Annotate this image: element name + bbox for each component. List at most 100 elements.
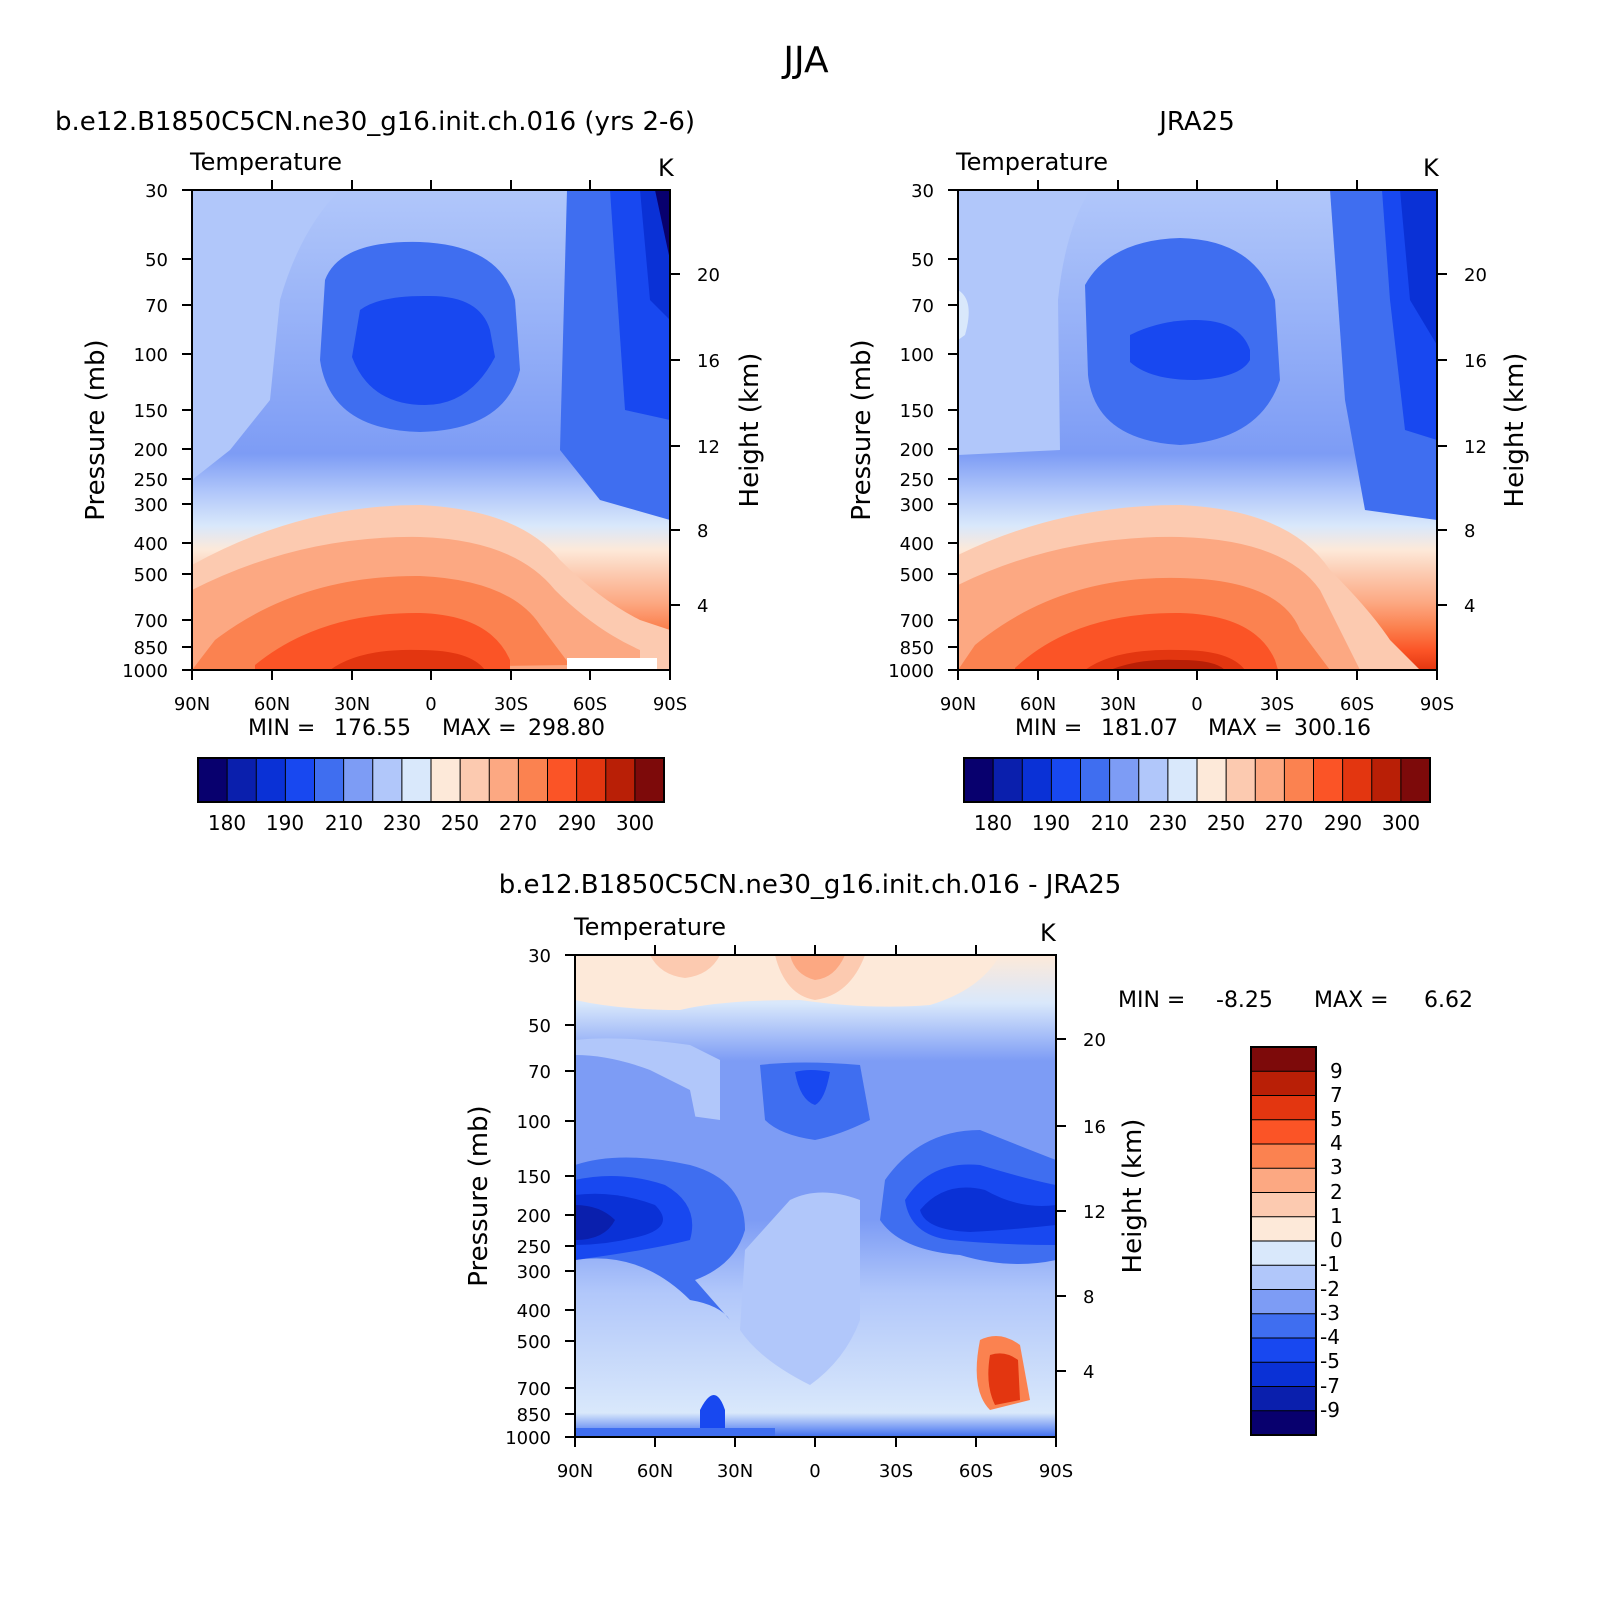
p1-xtick-60s: 60S <box>573 694 607 715</box>
p3-htick-16: 16 <box>1083 1117 1106 1138</box>
p1-colorbar-frame <box>197 757 665 803</box>
p3-colorbar-swatch-15 <box>1250 1410 1317 1436</box>
p3-cb-m4: -4 <box>1320 1325 1340 1349</box>
p2-colorbar-swatch-2 <box>1021 757 1053 803</box>
p2-colorbar-swatch-5 <box>1109 757 1140 803</box>
panel-obs-pressure-ticks: 30 50 70 100 150 200 250 300 400 500 700… <box>888 181 934 682</box>
p3-cb-4: 4 <box>1330 1131 1343 1155</box>
p1-colorbar-swatch-4 <box>314 757 345 803</box>
p1-ptick-700: 700 <box>134 611 168 632</box>
p2-xtick-60n: 60N <box>1020 694 1056 715</box>
p1-colorbar-swatch-11 <box>517 757 549 803</box>
panel-model-title: b.e12.B1850C5CN.ne30_g16.init.ch.016 (yr… <box>55 107 695 137</box>
p3-colorbar-swatch-3 <box>1250 1119 1317 1145</box>
panel-diff-ylabel-right: Height (km) <box>1118 1119 1148 1274</box>
p2-xtick-90n: 90N <box>940 694 976 715</box>
panel-diff-ylabel: Pressure (mb) <box>464 1105 494 1286</box>
figure-title: JJA <box>781 40 829 81</box>
p3-colorbar-swatch-13 <box>1250 1361 1317 1388</box>
p2-colorbar-swatch-11 <box>1283 757 1315 803</box>
p2-htick-4: 4 <box>1464 596 1475 617</box>
model-missing-data <box>567 658 657 670</box>
p1-colorbar-swatches <box>197 757 665 803</box>
model-contour-warm-5 <box>330 649 485 670</box>
p2-colorbar-swatch-9 <box>1225 757 1257 803</box>
p3-cb-5: 5 <box>1330 1107 1343 1131</box>
p3-colorbar-swatch-12 <box>1250 1337 1317 1364</box>
p3-xtick-30n: 30N <box>717 1461 753 1482</box>
p2-ptick-150: 150 <box>900 401 934 422</box>
p2-xtick-90s: 90S <box>1420 694 1454 715</box>
p1-ptick-30: 30 <box>145 181 168 202</box>
p2-max-value: 300.16 <box>1294 716 1371 741</box>
panel-diff: b.e12.B1850C5CN.ne30_g16.init.ch.016 - J… <box>464 870 1473 1482</box>
obs-contour-tropopause-2 <box>1130 320 1250 380</box>
panel-obs-variable: Temperature <box>955 148 1108 176</box>
p3-htick-4: 4 <box>1083 1362 1094 1383</box>
p3-colorbar-swatch-2 <box>1250 1095 1317 1121</box>
p1-xtick-90s: 90S <box>653 694 687 715</box>
p1-colorbar-swatch-1 <box>226 757 258 803</box>
panel-model: b.e12.B1850C5CN.ne30_g16.init.ch.016 (yr… <box>55 107 765 835</box>
p2-colorbar-swatch-1 <box>992 757 1024 803</box>
p1-max-value: 298.80 <box>528 716 605 741</box>
p2-colorbar-swatch-8 <box>1196 757 1227 803</box>
p3-cb-m1: -1 <box>1320 1252 1340 1276</box>
p3-ptick-850: 850 <box>517 1405 551 1426</box>
p3-ptick-500: 500 <box>517 1332 551 1353</box>
panel-diff-pressure-ticks: 30 50 70 100 150 200 250 300 400 500 700… <box>505 946 551 1449</box>
panel-obs-lat-ticks: 90N 60N 30N 0 30S 60S 90S <box>940 694 1454 715</box>
p3-colorbar-swatches <box>1250 1046 1317 1436</box>
p1-ptick-50: 50 <box>145 250 168 271</box>
p1-htick-20: 20 <box>697 265 720 286</box>
panel-model-pressure-ticks: 30 50 70 100 150 200 250 300 400 500 700… <box>122 181 168 682</box>
panel-diff-lat-ticks: 90N 60N 30N 0 30S 60S 90S <box>557 1461 1073 1482</box>
p2-colorbar-swatch-10 <box>1254 757 1286 803</box>
panel-model-pressure-tick-marks <box>182 180 680 680</box>
panel-diff-variable: Temperature <box>573 913 726 941</box>
p2-ptick-30: 30 <box>911 181 934 202</box>
p3-xtick-30s: 30S <box>879 1461 913 1482</box>
p3-ptick-1000: 1000 <box>505 1428 551 1449</box>
p2-xtick-60s: 60S <box>1340 694 1374 715</box>
p1-xtick-30s: 30S <box>494 694 528 715</box>
panel-model-colorbar: 180 190 210 230 250 270 290 300 <box>197 757 665 835</box>
p1-ptick-200: 200 <box>134 440 168 461</box>
p1-xtick-90n: 90N <box>174 694 210 715</box>
p3-colorbar-swatch-10 <box>1250 1289 1317 1315</box>
p3-cb-9: 9 <box>1330 1059 1343 1083</box>
obs-contour-warm-6 <box>1110 659 1225 670</box>
p1-cb-250: 250 <box>441 811 479 835</box>
p2-cb-210: 210 <box>1091 811 1129 835</box>
diff-contour-top-warm-2 <box>650 955 720 978</box>
panel-model-variable: Temperature <box>189 148 342 176</box>
p1-ptick-70: 70 <box>145 296 168 317</box>
panel-diff-stats: MIN = -8.25 MAX = 6.62 <box>1118 988 1473 1013</box>
p2-colorbar-swatch-14 <box>1371 757 1402 803</box>
p1-xtick-0: 0 <box>425 694 436 715</box>
p2-cb-190: 190 <box>1032 811 1070 835</box>
p1-ptick-150: 150 <box>134 401 168 422</box>
panel-obs-contours <box>957 189 1438 671</box>
p2-ptick-400: 400 <box>900 534 934 555</box>
p1-colorbar-swatch-0 <box>197 757 228 803</box>
p3-colorbar-swatch-1 <box>1250 1070 1317 1097</box>
obs-contour-nh-warm-spot <box>958 290 969 340</box>
p3-cb-0: 0 <box>1330 1228 1343 1252</box>
p3-colorbar-swatch-4 <box>1250 1143 1317 1170</box>
p1-cb-190: 190 <box>266 811 304 835</box>
p3-ptick-200: 200 <box>517 1206 551 1227</box>
p3-max-value: 6.62 <box>1424 988 1473 1013</box>
p1-cb-270: 270 <box>499 811 537 835</box>
p1-ptick-500: 500 <box>134 565 168 586</box>
p3-min-value: -8.25 <box>1216 988 1273 1013</box>
p3-min-label: MIN = <box>1118 988 1185 1013</box>
p1-max-label: MAX = <box>442 716 517 741</box>
p1-xtick-30n: 30N <box>334 694 370 715</box>
p3-colorbar-swatch-14 <box>1250 1386 1317 1412</box>
p1-colorbar-swatch-3 <box>284 757 316 803</box>
p2-ptick-50: 50 <box>911 250 934 271</box>
p2-colorbar-swatch-0 <box>963 757 994 803</box>
diff-contour-sh-cold-3 <box>920 1187 1056 1232</box>
p1-xtick-60n: 60N <box>254 694 290 715</box>
